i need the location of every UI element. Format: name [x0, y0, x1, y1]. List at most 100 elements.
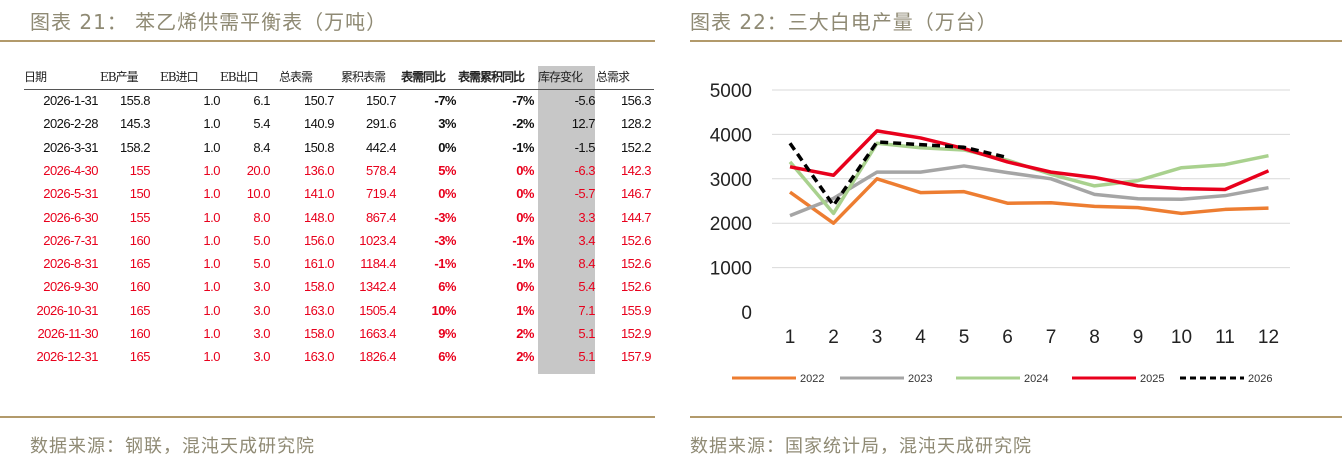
header-cell: 总表需	[279, 70, 313, 84]
header-cell: 表需同比	[401, 70, 446, 84]
figure-21-source: 数据来源：钢联，混沌天成研究院	[30, 436, 315, 457]
table-cell: 1.0	[203, 209, 220, 225]
figure-22-source: 数据来源：国家统计局，混沌天成研究院	[690, 436, 1032, 457]
table-cell: 145.3	[119, 116, 151, 132]
table-cell: 1663.4	[359, 326, 396, 341]
x-tick-label: 2	[828, 327, 839, 348]
table-cell: 578.4	[365, 162, 397, 178]
table-cell: 6.1	[253, 93, 270, 108]
table-cell: 6%	[438, 279, 456, 295]
table-cell: 1.0	[203, 186, 220, 202]
table-cell: 160	[129, 326, 151, 341]
table-cell: -5.7	[574, 186, 596, 202]
table-cell: 1.0	[203, 279, 220, 295]
table-cell: 3%	[438, 116, 456, 132]
header-cell: 总需求	[596, 70, 630, 84]
table-cell: 1.0	[203, 349, 220, 365]
table-cell: 150.8	[303, 139, 335, 155]
x-tick-label: 5	[959, 327, 970, 348]
table-cell: 150.7	[303, 93, 335, 108]
table-cell: 5%	[438, 162, 456, 178]
table-cell: 128.2	[620, 116, 652, 132]
table-cell: 2026-9-30	[43, 279, 98, 295]
header-cell: EB出口	[220, 70, 259, 84]
x-tick-label: 7	[1046, 327, 1057, 348]
x-tick-label: 9	[1133, 327, 1144, 348]
table-cell: 136.0	[303, 162, 335, 178]
table-cell: 2026-11-30	[37, 326, 98, 341]
table-cell: -6.3	[574, 162, 596, 178]
table-cell: 152.6	[620, 232, 652, 248]
table-cell: 156.0	[303, 232, 335, 248]
table-cell: 1.0	[203, 256, 220, 272]
table-row: 2026-1-31 155.8 1.0 6.1 150.7 150.7 -7% -7% -5.6…	[24, 92, 656, 110]
x-tick-label: 8	[1089, 327, 1100, 348]
table-cell: 1342.4	[359, 279, 396, 295]
x-tick-label: 3	[872, 327, 883, 348]
table-cell: 155	[129, 209, 151, 225]
header-cell: 累积表需	[341, 70, 386, 84]
table-cell: 3.3	[578, 209, 595, 225]
table-cell: 3.4	[578, 232, 595, 248]
table-row: 2026-5-31 150 1.0 10.0 141.0 719.4 0% 0% -5.7 146…	[24, 185, 656, 203]
table-cell: 0%	[516, 279, 534, 295]
table-cell: 160	[129, 232, 151, 248]
y-tick-label: 4000	[710, 125, 752, 146]
table-cell: 2026-5-31	[43, 186, 98, 202]
table-cell: -1%	[434, 256, 456, 272]
header-cell: 表需累积同比	[458, 70, 525, 84]
figure-22-title: 图表 22：三大白电产量（万台）	[690, 10, 998, 34]
table-cell: 12.7	[571, 116, 596, 132]
table-cell: 163.0	[303, 349, 335, 365]
x-tick-label: 4	[915, 327, 926, 348]
header-divider	[24, 89, 654, 90]
table-cell: 3.0	[253, 326, 270, 341]
table-cell: 1.0	[203, 302, 220, 318]
y-tick-label: 5000	[710, 81, 752, 102]
table-row: 2026-10-31 165 1.0 3.0 163.0 1505.4 10% 1% 7.1 15…	[24, 302, 656, 320]
table-cell: 5.1	[578, 349, 595, 365]
table-cell: -5.6	[574, 93, 596, 108]
table-row: 2026-4-30 155 1.0 20.0 136.0 578.4 5% 0% -6.3 142…	[24, 162, 656, 180]
x-tick-label: 1	[785, 327, 796, 348]
table-cell: 5.4	[578, 279, 595, 295]
table-cell: 1505.4	[359, 302, 396, 318]
table-cell: -3%	[434, 232, 456, 248]
table-cell: 0%	[438, 139, 456, 155]
table-cell: 165	[129, 302, 151, 318]
table-cell: 148.0	[303, 209, 335, 225]
table-cell: 3.0	[253, 349, 270, 365]
x-tick-label: 6	[1002, 327, 1013, 348]
table-cell: 5.0	[253, 256, 270, 272]
top-rule	[690, 40, 1342, 42]
figure-21-title: 图表 21： 苯乙烯供需平衡表（万吨）	[30, 10, 388, 34]
table-cell: 5.1	[578, 326, 595, 341]
table-cell: 0%	[516, 162, 534, 178]
left-panel: 图表 21： 苯乙烯供需平衡表（万吨） 日期 EB产量 EB进口 EB出口 总表需 累积表…	[0, 0, 655, 463]
table-cell: 5.4	[253, 116, 270, 132]
top-rule	[0, 40, 655, 42]
legend-label: 2025	[1140, 373, 1164, 385]
table-cell: 161.0	[303, 256, 335, 272]
table-cell: 6%	[438, 349, 456, 365]
table-cell: 1.0	[203, 326, 220, 341]
table-cell: 155.9	[620, 302, 652, 318]
table-cell: -1%	[512, 256, 534, 272]
series-line-2025	[789, 129, 1270, 192]
table-header-row: 日期 EB产量 EB进口 EB出口 总表需 累积表需 表需同比 表需累积同比 库存变化 总需求	[24, 68, 656, 86]
table-cell: 152.6	[620, 279, 652, 295]
legend-label: 2023	[908, 373, 932, 385]
table-cell: 158.2	[119, 139, 151, 155]
table-cell: 165	[129, 256, 151, 272]
table-cell: 155.8	[119, 93, 151, 108]
table-cell: -3%	[434, 209, 456, 225]
bottom-rule	[690, 416, 1342, 418]
table-cell: 8.4	[578, 256, 595, 272]
y-tick-label: 3000	[710, 170, 752, 191]
table-row: 2026-7-31 160 1.0 5.0 156.0 1023.4 -3% -1% 3.4 15…	[24, 232, 656, 250]
table-cell: 1.0	[203, 116, 220, 132]
table-cell: 8.0	[253, 209, 270, 225]
table-cell: 1826.4	[359, 349, 396, 365]
series-line-2022	[788, 177, 1269, 225]
